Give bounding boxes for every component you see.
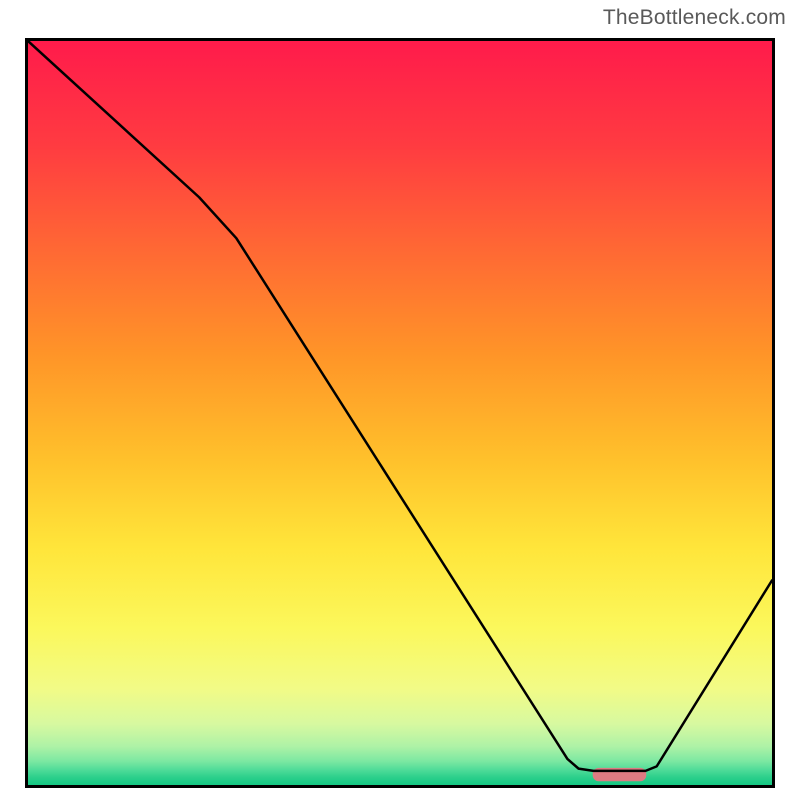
figure-root: TheBottleneck.com [0,0,800,800]
attribution-text: TheBottleneck.com [603,6,786,30]
plot-svg [28,41,772,785]
plot-frame [25,38,775,788]
gradient-fill-rect [28,41,772,785]
